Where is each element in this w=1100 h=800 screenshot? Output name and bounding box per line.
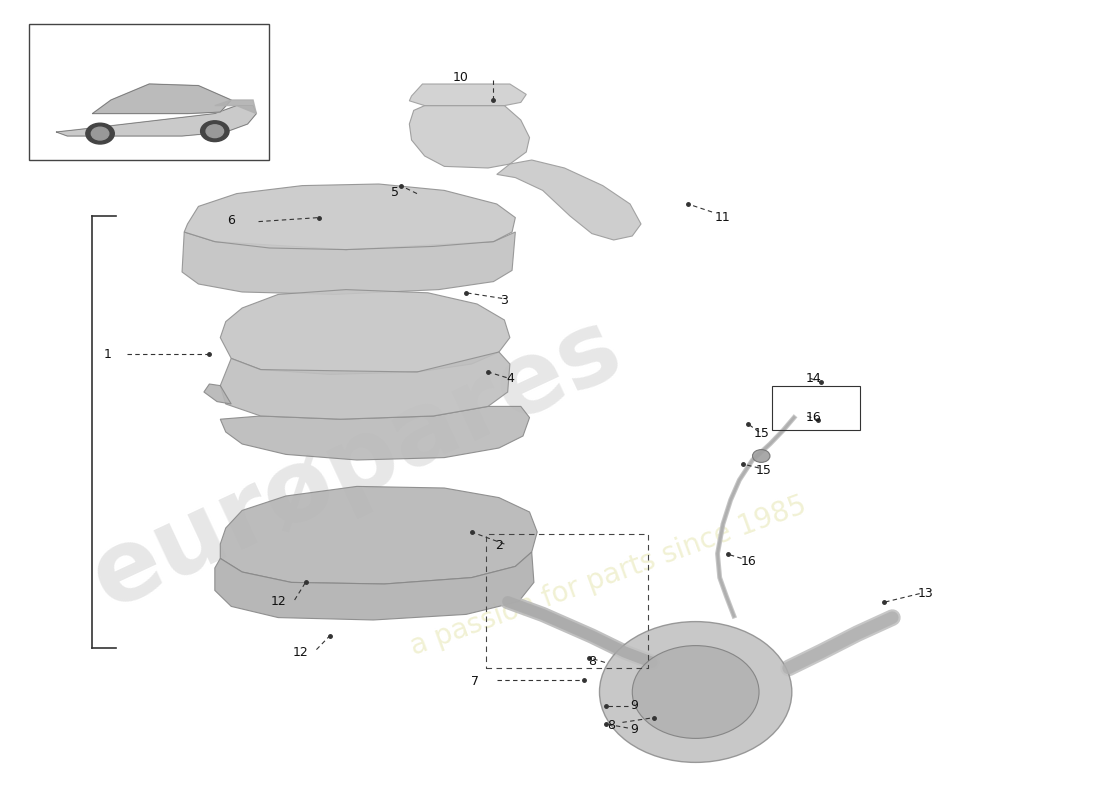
Text: 15: 15 bbox=[754, 427, 769, 440]
Text: 12: 12 bbox=[271, 595, 286, 608]
Polygon shape bbox=[220, 406, 529, 460]
Polygon shape bbox=[497, 160, 641, 240]
Text: 5: 5 bbox=[392, 186, 399, 198]
Text: 4: 4 bbox=[506, 372, 514, 385]
Circle shape bbox=[86, 123, 114, 144]
Bar bbox=[29, 24, 270, 160]
Text: 16: 16 bbox=[740, 555, 756, 568]
Text: 15: 15 bbox=[756, 464, 771, 477]
Text: 8: 8 bbox=[607, 719, 616, 732]
Text: eurøpares: eurøpares bbox=[77, 299, 637, 629]
Text: 6: 6 bbox=[228, 214, 235, 226]
Text: 10: 10 bbox=[453, 71, 469, 84]
Text: 3: 3 bbox=[500, 294, 508, 306]
Text: 8: 8 bbox=[587, 655, 596, 668]
Polygon shape bbox=[184, 184, 515, 250]
Polygon shape bbox=[220, 290, 510, 374]
Circle shape bbox=[600, 622, 792, 762]
Polygon shape bbox=[204, 384, 231, 404]
Text: 12: 12 bbox=[293, 646, 308, 658]
Circle shape bbox=[91, 127, 109, 140]
Polygon shape bbox=[220, 486, 537, 584]
Polygon shape bbox=[214, 100, 256, 114]
Text: 2: 2 bbox=[495, 539, 503, 552]
Text: a passion for parts since 1985: a passion for parts since 1985 bbox=[406, 491, 811, 661]
Text: 13: 13 bbox=[917, 587, 933, 600]
Circle shape bbox=[632, 646, 759, 738]
Polygon shape bbox=[409, 84, 526, 106]
Text: 1: 1 bbox=[103, 348, 112, 361]
Polygon shape bbox=[214, 552, 534, 620]
Text: 16: 16 bbox=[806, 411, 822, 424]
Text: 9: 9 bbox=[630, 723, 638, 736]
Polygon shape bbox=[409, 106, 529, 168]
Circle shape bbox=[752, 450, 770, 462]
Text: 9: 9 bbox=[630, 699, 638, 712]
Bar bbox=[772, 386, 859, 430]
Text: 14: 14 bbox=[806, 372, 822, 385]
Circle shape bbox=[200, 121, 229, 142]
Polygon shape bbox=[182, 232, 515, 294]
Polygon shape bbox=[92, 84, 231, 114]
Text: 11: 11 bbox=[715, 211, 730, 224]
Circle shape bbox=[206, 125, 223, 138]
Polygon shape bbox=[220, 352, 510, 419]
Polygon shape bbox=[56, 106, 256, 136]
Text: 7: 7 bbox=[471, 675, 478, 688]
